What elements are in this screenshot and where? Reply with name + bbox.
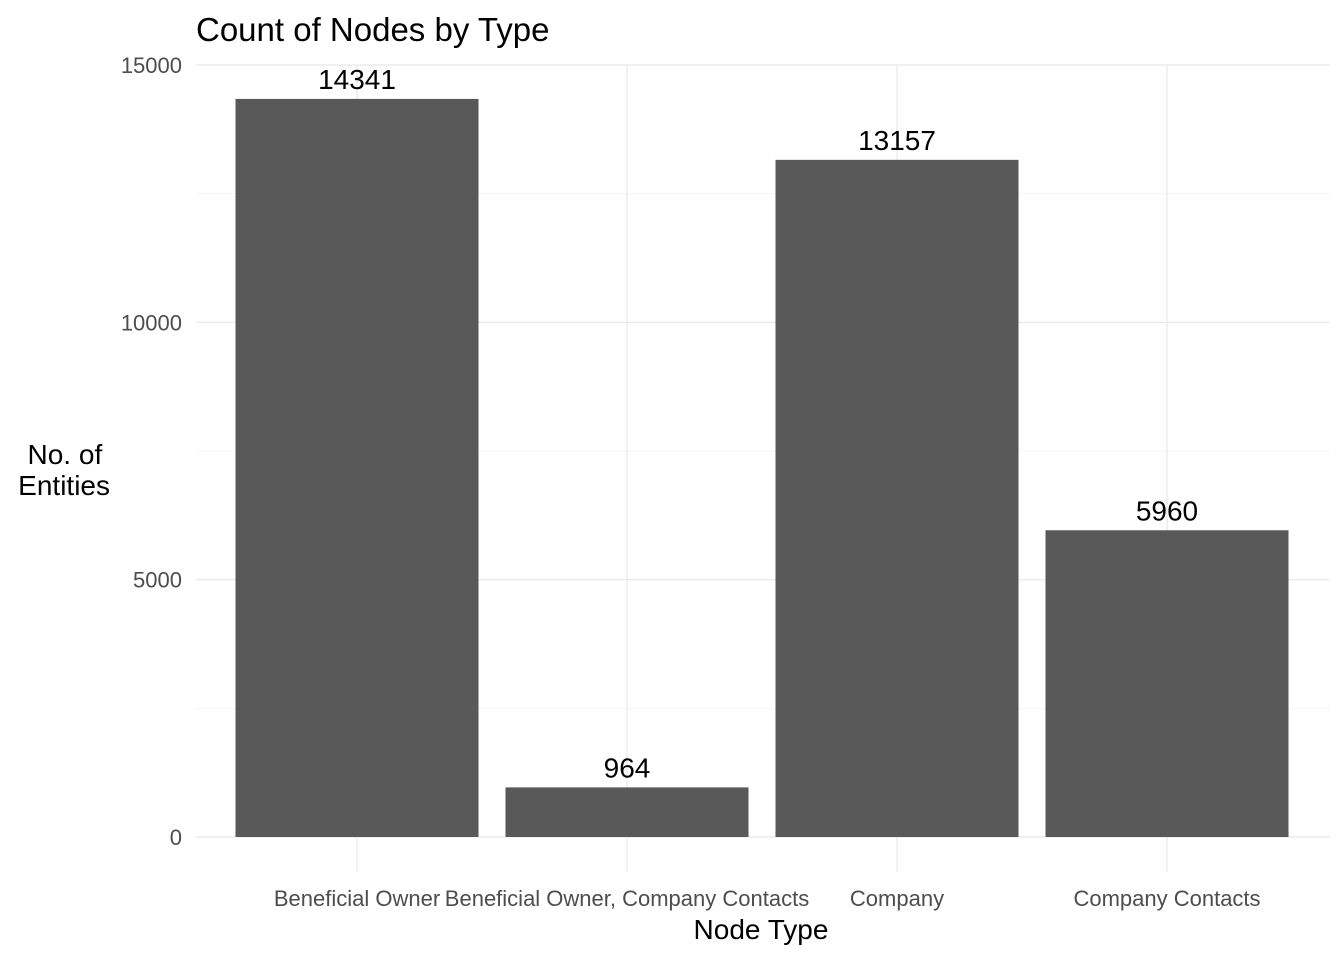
x-axis-ticks: Beneficial Owner Beneficial Owner, Compan… xyxy=(274,886,1261,911)
x-tick-label: Beneficial Owner xyxy=(274,886,440,911)
bar-value-label: 964 xyxy=(604,752,651,783)
x-tick-label: Beneficial Owner, Company Contacts xyxy=(445,886,809,911)
bar-value-label: 5960 xyxy=(1136,495,1198,526)
y-tick-label: 10000 xyxy=(121,310,182,335)
data-labels: 14341 964 13157 5960 xyxy=(318,64,1198,783)
y-axis-title-line-2: Entities xyxy=(18,470,110,501)
bar xyxy=(775,159,1019,837)
x-tick-label: Company xyxy=(850,886,944,911)
bar-value-label: 13157 xyxy=(858,125,936,156)
chart-title: Count of Nodes by Type xyxy=(196,11,549,48)
y-axis-title: No. of Entities xyxy=(18,439,110,501)
x-tick-label: Company Contacts xyxy=(1073,886,1260,911)
y-axis-title-line-1: No. of xyxy=(28,439,103,470)
bar xyxy=(1045,530,1289,837)
y-tick-label: 15000 xyxy=(121,53,182,78)
bar-value-label: 14341 xyxy=(318,64,396,95)
x-axis-title: Node Type xyxy=(694,914,829,945)
y-axis-ticks: 0 5000 10000 15000 xyxy=(121,53,182,850)
y-tick-label: 0 xyxy=(170,825,182,850)
y-tick-label: 5000 xyxy=(133,568,182,593)
bar xyxy=(505,787,749,837)
bar xyxy=(235,98,479,838)
bars xyxy=(235,98,1289,838)
